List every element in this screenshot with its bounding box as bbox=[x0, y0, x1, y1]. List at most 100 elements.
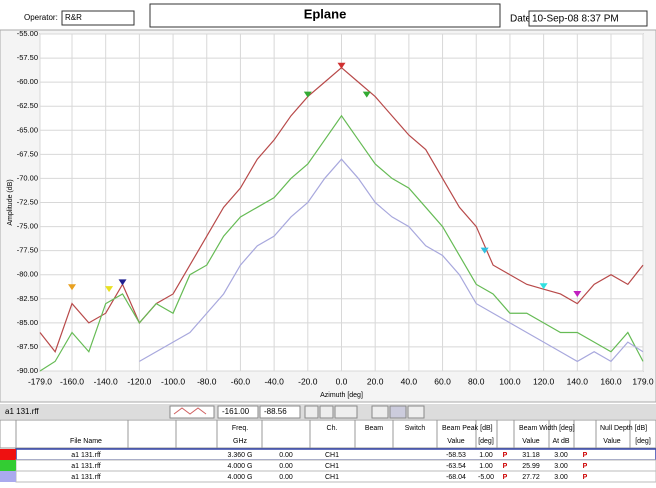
trace-line bbox=[39, 114, 644, 372]
table-cell: CH1 bbox=[325, 474, 339, 481]
x-tick-label: -100.0 bbox=[161, 376, 185, 386]
print-tool[interactable] bbox=[407, 405, 425, 419]
cursor-y-field[interactable] bbox=[259, 405, 301, 419]
pan-tool[interactable] bbox=[304, 405, 319, 419]
peak-marker bbox=[337, 62, 346, 69]
table-cell: -63.54 bbox=[446, 463, 466, 470]
table-cell: a1 131.rff bbox=[71, 474, 101, 481]
date-label: Date bbox=[510, 14, 532, 25]
y-tick-label: -72.50 bbox=[17, 197, 38, 206]
x-tick-label: 160.0 bbox=[600, 376, 622, 386]
table-cell: P bbox=[583, 452, 588, 459]
cursor-tool[interactable] bbox=[371, 405, 389, 419]
peak-marker bbox=[105, 286, 114, 293]
table-cell: CH1 bbox=[325, 463, 339, 470]
table-cell: CH1 bbox=[325, 452, 339, 459]
cursor-x: -161.00 bbox=[222, 407, 250, 416]
column-header: Beam bbox=[365, 425, 383, 432]
peak-marker bbox=[480, 247, 489, 254]
table-cell: 31.18 bbox=[522, 452, 540, 459]
column-header: Switch bbox=[405, 425, 426, 432]
column-subheader: GHz bbox=[233, 438, 248, 445]
table-cell: P bbox=[583, 463, 588, 470]
date-field bbox=[528, 10, 648, 27]
x-tick-label: 0.0 bbox=[336, 376, 348, 386]
table-cell: 1.00 bbox=[479, 463, 493, 470]
view-menu[interactable] bbox=[334, 405, 358, 419]
y-tick-label: -85.00 bbox=[17, 318, 38, 327]
table-cell: 0.00 bbox=[279, 463, 293, 470]
y-tick-label: -65.00 bbox=[17, 125, 38, 134]
column-header: Ch. bbox=[327, 425, 338, 432]
column-subheader: File Name bbox=[70, 438, 102, 445]
date-value: 10-Sep-08 8:37 PM bbox=[532, 14, 619, 25]
x-tick-label: -60.0 bbox=[231, 376, 251, 386]
y-tick-label: -90.00 bbox=[17, 366, 38, 375]
table-cell: -5.00 bbox=[478, 474, 494, 481]
column-subheader: Value bbox=[522, 438, 539, 445]
column-subheader: Value bbox=[447, 438, 464, 445]
title-box bbox=[149, 3, 501, 28]
trace-line bbox=[139, 158, 644, 363]
table-cell: -68.04 bbox=[446, 474, 466, 481]
column-header: Beam Peak [dB] bbox=[442, 425, 493, 432]
x-tick-label: -40.0 bbox=[264, 376, 284, 386]
y-axis-title: Amplitude (dB) bbox=[7, 179, 14, 225]
y-tick-label: -55.00 bbox=[17, 29, 38, 38]
table-cell: P bbox=[583, 474, 588, 481]
x-tick-label: -120.0 bbox=[127, 376, 151, 386]
peak-marker bbox=[118, 279, 127, 286]
x-tick-label: 20.0 bbox=[367, 376, 384, 386]
operator-field[interactable] bbox=[61, 10, 135, 26]
x-tick-label: -140.0 bbox=[94, 376, 118, 386]
y-tick-label: -57.50 bbox=[17, 53, 38, 62]
x-tick-label: -179.0 bbox=[28, 376, 52, 386]
y-tick-label: -75.00 bbox=[17, 222, 38, 231]
column-subheader: [deg] bbox=[635, 438, 651, 445]
y-tick-label: -62.50 bbox=[17, 101, 38, 110]
table-cell: 3.00 bbox=[554, 474, 568, 481]
operator-label: Operator: bbox=[24, 13, 58, 22]
peak-marker bbox=[539, 283, 548, 290]
x-tick-label: 80.0 bbox=[468, 376, 485, 386]
table-cell: 3.360 G bbox=[228, 452, 253, 459]
y-tick-label: -70.00 bbox=[17, 173, 38, 182]
y-tick-label: -60.00 bbox=[17, 77, 38, 86]
zoom-tool[interactable] bbox=[319, 405, 334, 419]
x-tick-label: 179.0 bbox=[632, 376, 654, 386]
table-cell: 3.00 bbox=[554, 452, 568, 459]
results-table: Freq. Ch. Beam Switch Beam Peak [dB] Beam Wid… bbox=[0, 419, 656, 483]
row-color-swatch bbox=[0, 471, 16, 482]
x-tick-label: -160.0 bbox=[60, 376, 84, 386]
peak-marker bbox=[362, 91, 371, 98]
panel-file: a1 131.rff bbox=[5, 407, 39, 416]
table-cell: P bbox=[503, 474, 508, 481]
y-tick-label: -67.50 bbox=[17, 149, 38, 158]
table-cell: P bbox=[503, 463, 508, 470]
table-cell: 25.99 bbox=[522, 463, 540, 470]
marker-tool[interactable] bbox=[389, 405, 407, 419]
column-header: Null Depth [dB] bbox=[600, 425, 647, 432]
row-color-swatch bbox=[0, 460, 16, 471]
table-cell: 0.00 bbox=[279, 452, 293, 459]
row-color-swatch bbox=[0, 449, 16, 460]
peak-marker bbox=[303, 91, 312, 98]
table-cell: 4.000 G bbox=[228, 463, 253, 470]
peak-marker bbox=[68, 284, 77, 291]
table-cell: 3.00 bbox=[554, 463, 568, 470]
table-cell: P bbox=[503, 452, 508, 459]
column-subheader: Value bbox=[603, 438, 620, 445]
y-tick-label: -82.50 bbox=[17, 294, 38, 303]
table-header bbox=[0, 419, 656, 449]
peak-marker bbox=[573, 290, 582, 297]
x-tick-label: -80.0 bbox=[197, 376, 217, 386]
title: Eplane bbox=[304, 6, 347, 21]
column-subheader: At dB bbox=[552, 438, 569, 445]
table-cell: -58.53 bbox=[446, 452, 466, 459]
cursor-x-field[interactable] bbox=[217, 405, 259, 419]
y-tick-label: -80.00 bbox=[17, 270, 38, 279]
y-tick-label: -77.50 bbox=[17, 246, 38, 255]
column-header: Freq. bbox=[232, 425, 248, 432]
x-tick-label: 120.0 bbox=[533, 376, 555, 386]
